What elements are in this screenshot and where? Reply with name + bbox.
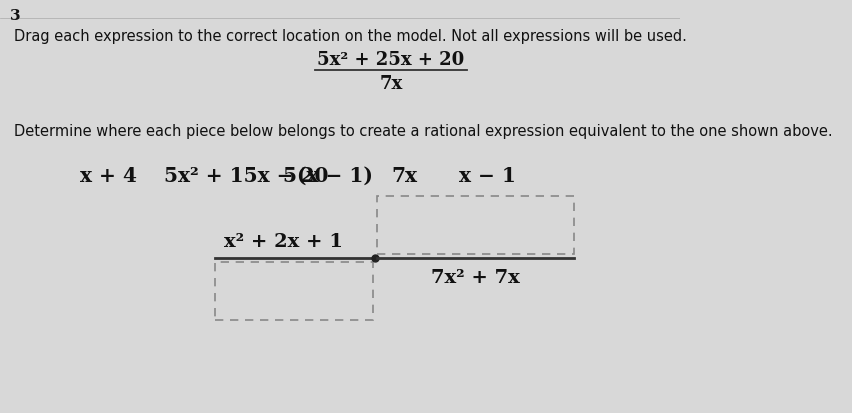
Text: 7x² + 7x: 7x² + 7x [431, 268, 520, 286]
Text: 5(x − 1): 5(x − 1) [283, 166, 373, 185]
Text: x² + 2x + 1: x² + 2x + 1 [224, 233, 343, 250]
Text: 5x² + 15x − 20: 5x² + 15x − 20 [164, 166, 328, 185]
Text: Determine where each piece below belongs to create a rational expression equival: Determine where each piece below belongs… [14, 124, 833, 139]
Text: 5x² + 25x + 20: 5x² + 25x + 20 [317, 51, 464, 69]
Text: Drag each expression to the correct location on the model. Not all expressions w: Drag each expression to the correct loca… [14, 29, 688, 44]
Text: x + 4: x + 4 [80, 166, 137, 185]
Text: 7x: 7x [379, 75, 402, 93]
Text: 3: 3 [9, 9, 20, 23]
Text: x − 1: x − 1 [458, 166, 515, 185]
Text: 7x: 7x [391, 166, 417, 185]
